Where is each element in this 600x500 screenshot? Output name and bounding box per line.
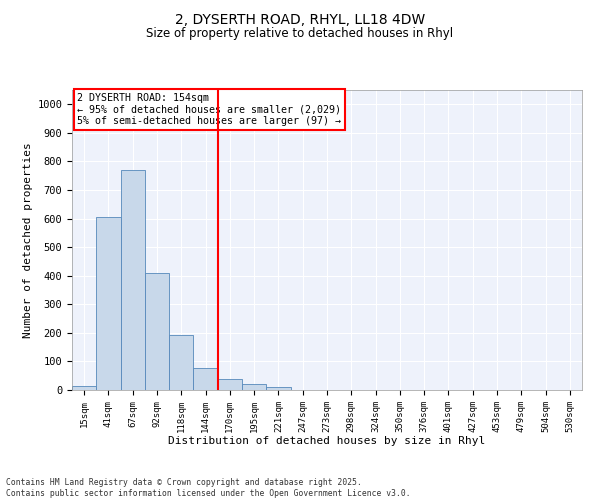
- Text: 2 DYSERTH ROAD: 154sqm
← 95% of detached houses are smaller (2,029)
5% of semi-d: 2 DYSERTH ROAD: 154sqm ← 95% of detached…: [77, 93, 341, 126]
- Bar: [242, 384, 266, 390]
- Bar: [72, 386, 96, 390]
- Text: Size of property relative to detached houses in Rhyl: Size of property relative to detached ho…: [146, 28, 454, 40]
- Bar: [96, 217, 121, 390]
- X-axis label: Distribution of detached houses by size in Rhyl: Distribution of detached houses by size …: [169, 436, 485, 446]
- Bar: [266, 386, 290, 390]
- Bar: [121, 170, 145, 390]
- Text: Contains HM Land Registry data © Crown copyright and database right 2025.
Contai: Contains HM Land Registry data © Crown c…: [6, 478, 410, 498]
- Bar: [169, 335, 193, 390]
- Y-axis label: Number of detached properties: Number of detached properties: [23, 142, 33, 338]
- Bar: [193, 368, 218, 390]
- Bar: [145, 273, 169, 390]
- Bar: [218, 378, 242, 390]
- Text: 2, DYSERTH ROAD, RHYL, LL18 4DW: 2, DYSERTH ROAD, RHYL, LL18 4DW: [175, 12, 425, 26]
